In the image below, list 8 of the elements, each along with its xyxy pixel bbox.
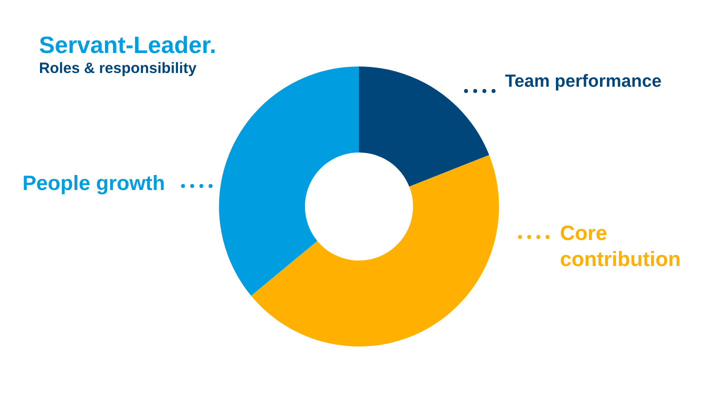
slice-label: People growth [24, 175, 164, 194]
chart-subtitle: Roles & responsibility [40, 62, 196, 76]
chart-title: Servant-Leader. [40, 36, 215, 54]
slice-label: Team performance [505, 74, 661, 90]
donut-slice [219, 66, 359, 296]
donut-slice [251, 154, 499, 346]
donut-slice [359, 66, 490, 187]
legend-label: Core contribution [560, 226, 680, 266]
